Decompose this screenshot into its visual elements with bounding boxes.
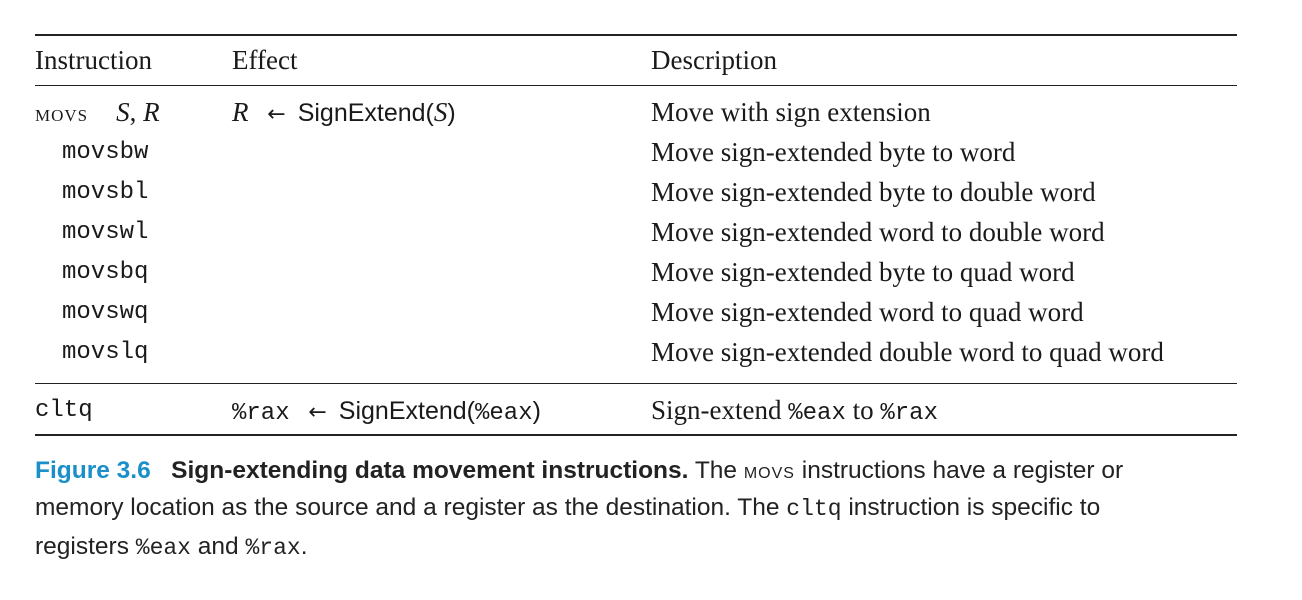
variant-name: movswq [62, 299, 149, 326]
movs-instruction: movs S, R [35, 96, 160, 130]
cltq-description: Sign-extend %eax to %rax [651, 394, 938, 430]
variant-description: Move sign-extended byte to word [651, 137, 1016, 167]
caption-rax: %rax [245, 535, 301, 561]
variant-description: Move sign-extended byte to double word [651, 177, 1096, 207]
table-bottom-rule [35, 434, 1237, 436]
cltq-desc-reg1: %eax [788, 400, 846, 427]
variant-name: movswl [62, 219, 149, 246]
cltq-effect-arg: %eax [475, 400, 533, 427]
caption-text: . [300, 533, 308, 560]
variant-name: movsbq [62, 259, 149, 286]
movs-effect-dest: R [232, 97, 249, 127]
caption-eax: %eax [135, 535, 191, 561]
cltq-effect-arrow: ← [308, 400, 327, 425]
header-instruction: Instruction [35, 45, 152, 75]
variant-name: movsbl [62, 179, 149, 206]
figure-label: Figure 3.6 [35, 457, 151, 484]
figure-caption: Figure 3.6 Sign-extending data movement … [35, 452, 1185, 567]
variant-name: movslq [62, 339, 149, 366]
movs-effect-close: ) [447, 99, 456, 127]
caption-text: The [688, 457, 744, 484]
caption-cltq: cltq [786, 496, 842, 522]
header-effect: Effect [232, 45, 298, 75]
cltq-desc-pre: Sign-extend [651, 395, 789, 425]
variant-description: Move sign-extended word to double word [651, 217, 1105, 247]
cltq-effect-dest: %rax [232, 400, 290, 427]
movs-sep: , [129, 97, 144, 127]
cltq-effect: %rax ← SignExtend(%eax) [232, 394, 541, 430]
cltq-effect-fn: SignExtend( [338, 397, 475, 425]
movs-effect-arg: S [433, 97, 448, 127]
variant-description: Move sign-extended double word to quad w… [651, 337, 1164, 367]
variant-description: Move sign-extended word to quad word [651, 297, 1084, 327]
header-description: Description [651, 45, 777, 75]
movs-operand-s: S [116, 97, 130, 127]
movs-operand-r: R [143, 97, 160, 127]
cltq-effect-close: ) [532, 397, 541, 425]
movs-effect: R ← SignExtend(S) [232, 96, 456, 131]
caption-text: instruction is specific to registers [35, 494, 1101, 560]
caption-movs: movs [743, 457, 795, 483]
movs-description: Move with sign extension [651, 97, 931, 127]
variant-name: movsbw [62, 139, 149, 166]
table-header-rule [35, 85, 1237, 87]
caption-text: and [190, 533, 246, 560]
movs-name: movs [35, 101, 89, 127]
movs-effect-fn: SignExtend( [297, 99, 434, 127]
movs-effect-arrow: ← [267, 102, 286, 127]
table-top-rule [35, 34, 1237, 36]
caption-text: instructions have a register or memory l… [35, 457, 1124, 521]
cltq-instruction: cltq [35, 397, 93, 424]
variant-description: Move sign-extended byte to quad word [651, 257, 1075, 287]
table-group-rule [35, 383, 1237, 385]
cltq-desc-reg2: %rax [880, 400, 938, 427]
figure-title: Sign-extending data movement instruction… [171, 457, 689, 484]
cltq-desc-mid: to [845, 395, 881, 425]
